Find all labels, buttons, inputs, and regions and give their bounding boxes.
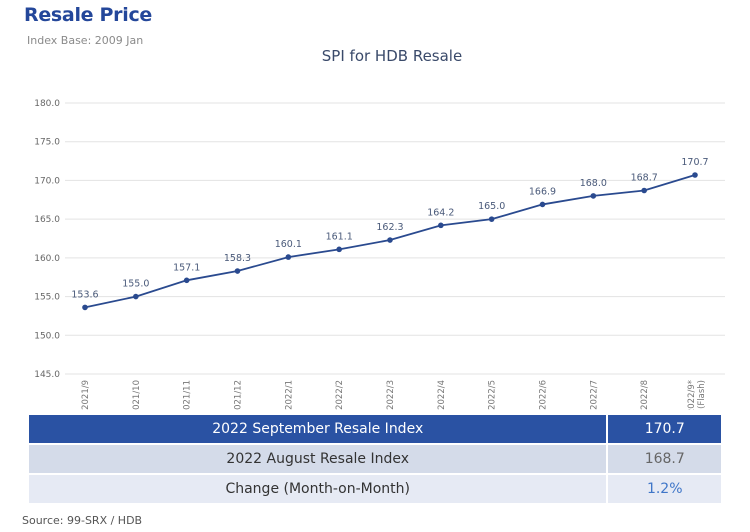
- data-point: [82, 304, 88, 311]
- data-label: 168.7: [631, 172, 658, 183]
- y-tick-label: 175.0: [34, 138, 60, 148]
- y-tick-label: 155.0: [34, 293, 60, 303]
- y-tick-label: 150.0: [34, 331, 60, 341]
- data-label: 158.3: [224, 253, 251, 264]
- data-point: [488, 216, 495, 222]
- data-label: 161.1: [326, 231, 353, 242]
- x-tick-label: 2022/4: [437, 380, 447, 410]
- data-label: 168.0: [580, 178, 607, 189]
- x-tick-label: 2021/11: [183, 380, 193, 410]
- data-point: [133, 293, 139, 300]
- data-label: 157.1: [173, 262, 200, 273]
- data-label: 170.7: [681, 157, 708, 168]
- data-point: [183, 277, 190, 284]
- row-value: 168.7: [606, 443, 723, 475]
- data-point: [387, 237, 393, 243]
- data-point: [539, 201, 546, 208]
- data-point: [285, 254, 292, 260]
- index-summary-table: 2022 September Resale Index 170.7 2022 Au…: [26, 413, 723, 505]
- source-note: Source: 99-SRX / HDB: [22, 514, 143, 527]
- data-point: [336, 246, 342, 253]
- y-tick-label: 165.0: [34, 215, 60, 225]
- row-label: 2022 September Resale Index: [26, 413, 609, 445]
- data-point: [590, 193, 597, 199]
- data-label: 166.9: [529, 186, 556, 197]
- data-label: 155.0: [122, 279, 149, 290]
- data-point: [641, 187, 647, 194]
- x-tick-label: 2022/3: [386, 380, 396, 410]
- x-tick-label: 2022/1: [284, 380, 294, 410]
- data-label: 165.0: [478, 201, 505, 212]
- data-point: [438, 222, 444, 229]
- x-tick-label: 2021/10: [132, 380, 142, 410]
- y-tick-label: 170.0: [34, 176, 60, 186]
- row-label: 2022 August Resale Index: [26, 443, 609, 475]
- data-label: 164.2: [427, 207, 454, 218]
- x-tick-label: 2022/5: [488, 380, 498, 410]
- x-tick-label: 2022/2: [335, 380, 345, 410]
- x-tick-label: 2022/8: [640, 380, 650, 410]
- row-value: 170.7: [606, 413, 723, 445]
- y-tick-label: 160.0: [34, 254, 60, 264]
- data-point: [692, 172, 698, 178]
- row-value: 1.2%: [606, 473, 723, 505]
- data-point: [234, 268, 241, 274]
- y-tick-label: 180.0: [34, 99, 60, 109]
- x-tick-label: 2021/9: [81, 380, 91, 410]
- table-row: 2022 August Resale Index 168.7: [26, 443, 723, 475]
- index-base-subtitle: Index Base: 2009 Jan: [27, 34, 144, 47]
- table-row: 2022 September Resale Index 170.7: [26, 413, 723, 445]
- table-row: Change (Month-on-Month) 1.2%: [26, 473, 723, 505]
- x-tick-label: 2021/12: [234, 380, 244, 410]
- spi-line-chart: SPI for HDB Resale 145.0 150.0 155.0 160.0 1…: [34, 47, 725, 410]
- page-title: Resale Price: [24, 4, 153, 26]
- y-tick-label: 145.0: [34, 370, 60, 380]
- x-tick-label: 2022/6: [539, 380, 549, 410]
- x-tick-label: 2022/9*(Flash): [687, 380, 707, 410]
- x-tick-label: 2022/7: [589, 380, 599, 410]
- data-label: 162.3: [376, 222, 403, 233]
- chart-title: SPI for HDB Resale: [322, 47, 462, 65]
- data-label: 153.6: [71, 289, 98, 300]
- row-label: Change (Month-on-Month): [26, 473, 609, 505]
- data-label: 160.1: [275, 239, 302, 250]
